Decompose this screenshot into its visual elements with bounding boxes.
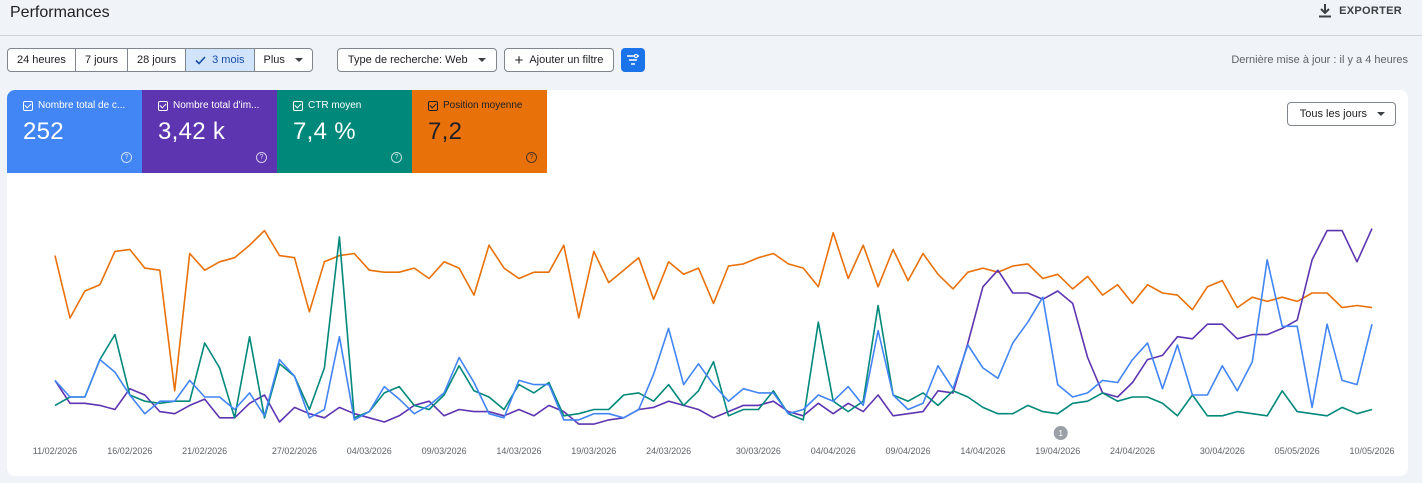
x-tick-label: 14/03/2026 [496, 446, 541, 456]
series-line-3 [54, 259, 1373, 421]
help-icon[interactable]: ? [391, 152, 402, 163]
search-type-dropdown[interactable]: Type de recherche: Web [336, 48, 497, 72]
add-filter-button[interactable]: + Ajouter un filtre [503, 48, 615, 72]
series-line-1 [54, 228, 1373, 425]
last-update-text: Dernière mise à jour : il y a 4 heures [1231, 54, 1408, 66]
performance-card: Nombre total de c... 252 ? Nombre total … [7, 90, 1408, 476]
range-more-label: Plus [263, 54, 285, 66]
x-tick-label: 19/03/2026 [571, 446, 616, 456]
x-tick-label: 14/04/2026 [960, 446, 1005, 456]
series-line-2 [54, 236, 1373, 421]
range-24h[interactable]: 24 heures [8, 49, 76, 71]
export-button[interactable]: EXPORTER [1319, 4, 1402, 18]
download-icon [1319, 4, 1332, 18]
metric-ctr[interactable]: CTR moyen 7,4 % ? [277, 90, 412, 173]
top-bar: Performances EXPORTER [0, 0, 1422, 36]
metric-label: CTR moyen [308, 100, 362, 111]
filter-bar: 24 heures 7 jours 28 jours 3 mois Plus T… [7, 48, 646, 72]
granularity-label: Tous les jours [1299, 108, 1367, 120]
checkbox-icon[interactable] [158, 100, 168, 111]
range-3m[interactable]: 3 mois [186, 49, 255, 71]
metric-impressions[interactable]: Nombre total d'im... 3,42 k ? [142, 90, 277, 173]
metric-label: Nombre total de c... [38, 100, 126, 111]
metric-value: 3,42 k [158, 118, 226, 145]
performance-chart: 1 11/02/2026 16/02/2026 21/02/2026 27/02/202… [33, 228, 1395, 456]
metric-label: Position moyenne [443, 100, 523, 111]
plus-icon: + [514, 51, 524, 69]
metric-value: 7,2 [428, 118, 463, 145]
metric-value: 7,4 % [293, 118, 356, 145]
x-tick-label: 04/03/2026 [347, 446, 392, 456]
range-28d[interactable]: 28 jours [128, 49, 187, 71]
check-icon [195, 55, 206, 65]
help-icon[interactable]: ? [526, 152, 537, 163]
x-tick-label: 24/03/2026 [646, 446, 691, 456]
annotation-marker[interactable] [1053, 426, 1068, 440]
granularity-dropdown[interactable]: Tous les jours [1286, 102, 1396, 126]
search-type-label: Type de recherche: Web [347, 54, 468, 66]
date-range-selector: 24 heures 7 jours 28 jours 3 mois Plus [7, 48, 313, 72]
x-tick-label: 04/04/2026 [811, 446, 856, 456]
x-tick-label: 09/03/2026 [422, 446, 467, 456]
x-tick-label: 27/02/2026 [272, 446, 317, 456]
range-7d[interactable]: 7 jours [76, 49, 128, 71]
x-tick-label: 30/04/2026 [1200, 446, 1245, 456]
x-tick-label: 19/04/2026 [1035, 446, 1080, 456]
series-line-0 [54, 229, 1373, 392]
x-tick-label: 21/02/2026 [182, 446, 227, 456]
x-tick-label: 30/03/2026 [736, 446, 781, 456]
page-title: Performances [10, 4, 110, 21]
help-icon[interactable]: ? [121, 152, 132, 163]
x-tick-label: 24/04/2026 [1110, 446, 1155, 456]
x-tick-label: 05/05/2026 [1275, 446, 1320, 456]
chevron-down-icon [1377, 112, 1385, 116]
x-tick-label: 16/02/2026 [107, 446, 152, 456]
x-tick-label: 09/04/2026 [886, 446, 931, 456]
chevron-down-icon [294, 58, 303, 62]
x-tick-label: 10/05/2026 [1349, 446, 1394, 456]
annotation-marker-label: 1 [1058, 429, 1063, 438]
range-more[interactable]: Plus [255, 49, 312, 71]
checkbox-icon[interactable] [428, 100, 438, 111]
checkbox-icon[interactable] [293, 100, 303, 111]
filter-sliders-icon [627, 54, 640, 65]
checkbox-icon[interactable] [23, 100, 33, 111]
range-3m-label: 3 mois [212, 54, 245, 66]
metric-label: Nombre total d'im... [173, 100, 260, 111]
chevron-down-icon [477, 58, 486, 62]
export-label: EXPORTER [1339, 5, 1402, 17]
filter-settings-button[interactable] [621, 48, 646, 72]
add-filter-label: Ajouter un filtre [529, 54, 604, 66]
metric-position[interactable]: Position moyenne 7,2 ? [412, 90, 547, 173]
metric-value: 252 [23, 118, 64, 145]
help-icon[interactable]: ? [256, 152, 267, 163]
x-tick-label: 11/02/2026 [33, 446, 77, 456]
metric-clicks[interactable]: Nombre total de c... 252 ? [7, 90, 142, 173]
